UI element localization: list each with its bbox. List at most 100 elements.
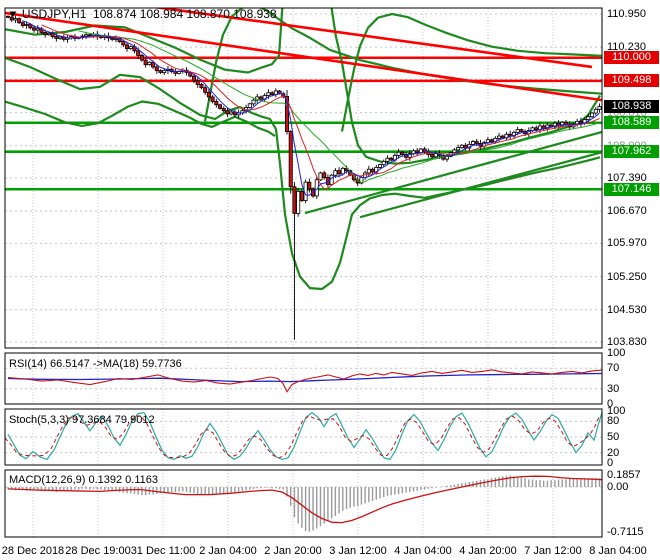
candle [593, 108, 598, 114]
candle [400, 151, 405, 155]
rsi-label: RSI(14) 66.5147 ->MA(18) 59.7736 [9, 358, 182, 370]
price-grid-label: 110.230 [607, 41, 646, 53]
candle [519, 129, 524, 132]
ohlc-open: 108.874 [93, 7, 137, 21]
candle [139, 55, 144, 61]
trendline-0[interactable] [0, 11, 602, 102]
price-grid-label: 105.250 [607, 271, 647, 283]
candle [485, 139, 490, 143]
candle [296, 190, 301, 214]
candle [500, 135, 505, 139]
candle [377, 164, 382, 168]
time-axis-label: 7 Jan 12:00 [524, 545, 582, 557]
candle [143, 59, 148, 66]
macd-label: MACD(12,26,9) 0.1392 0.1163 [9, 474, 158, 486]
candle [270, 92, 275, 96]
rsi-ma-line [7, 372, 602, 383]
trendline-2[interactable] [304, 130, 602, 215]
candle [318, 172, 323, 181]
candle [311, 188, 316, 197]
candle [284, 96, 289, 132]
candle [288, 131, 293, 188]
candle [463, 144, 468, 149]
candle [456, 147, 461, 151]
candle [381, 161, 386, 166]
stoch-d-line [5, 415, 600, 459]
stoch-panel-frame [4, 408, 603, 466]
price-level-badge-107.962: 107.962 [604, 145, 659, 158]
macd-panel-frame [4, 469, 603, 538]
candle [333, 170, 338, 176]
time-axis-label: 3 Jan 12:00 [329, 545, 387, 557]
candle [125, 44, 130, 49]
candle [84, 34, 89, 37]
candle [158, 70, 163, 73]
rsi-panel-area[interactable] [5, 353, 602, 404]
main-panel-frame [4, 7, 603, 349]
candle [225, 110, 230, 115]
candle [578, 120, 583, 124]
candle [586, 116, 591, 120]
ma-fast-line [22, 20, 600, 196]
candle [203, 87, 208, 93]
rsi-scale-label: 70 [607, 362, 620, 374]
candle [307, 181, 312, 190]
candle [474, 141, 479, 144]
ma-slow-line [78, 30, 600, 183]
trendline-3[interactable] [359, 151, 602, 219]
candle [552, 122, 557, 128]
candle [229, 111, 234, 115]
stoch-scale-label: 100 [607, 405, 626, 417]
candle [28, 24, 33, 29]
stoch-scale-label: 20 [607, 447, 620, 459]
macd-scale-label: 0.00 [607, 481, 629, 493]
candle [58, 36, 63, 39]
price-level-badge-110.000: 110.000 [604, 51, 659, 64]
symbol-dropdown-icon[interactable]: ▼ [7, 8, 19, 20]
candle [292, 186, 297, 214]
main-chart-area[interactable] [0, 0, 602, 348]
candle [430, 154, 435, 158]
macd-panel-area[interactable] [5, 470, 602, 537]
candle [35, 28, 40, 31]
time-axis-label: 4 Jan 20:00 [459, 545, 517, 557]
candle [597, 106, 602, 110]
candle [195, 80, 200, 85]
band-curve-4 [5, 100, 276, 138]
candle [128, 46, 133, 49]
candle [258, 96, 263, 100]
candle [322, 172, 327, 178]
candle [87, 34, 92, 37]
band-curve-0 [5, 8, 601, 165]
price-grid-label: 106.670 [607, 205, 647, 217]
candle [218, 104, 223, 109]
candle [113, 38, 118, 40]
macd-signal-line [7, 475, 602, 524]
trendline-1[interactable] [115, 2, 593, 69]
candle [385, 157, 390, 162]
stoch-label: Stoch(5,3,3) 97.3684 79.9012 [9, 414, 155, 426]
stoch-scale-label: 80 [607, 415, 620, 427]
candle [560, 121, 565, 127]
stoch-panel-area[interactable] [5, 409, 602, 465]
candle [340, 167, 345, 175]
candle [590, 112, 595, 118]
time-axis-label: 2 Jan 20:00 [264, 545, 322, 557]
candle [162, 70, 167, 73]
candle [266, 92, 271, 96]
candle [452, 149, 457, 154]
price-level-badge-108.938: 108.938 [604, 100, 659, 113]
candle [17, 18, 22, 24]
symbol-label: USDJPY,H1 [21, 7, 87, 21]
price-grid-label: 103.830 [607, 336, 647, 348]
candle [415, 150, 420, 154]
price-grid-label: 110.950 [607, 8, 646, 20]
price-grid-label: 104.530 [607, 304, 647, 316]
rsi-scale-label: 30 [607, 383, 620, 395]
candle [110, 37, 115, 40]
ohlc-high: 108.984 [139, 7, 184, 21]
candle [121, 41, 126, 46]
candle [136, 50, 141, 56]
